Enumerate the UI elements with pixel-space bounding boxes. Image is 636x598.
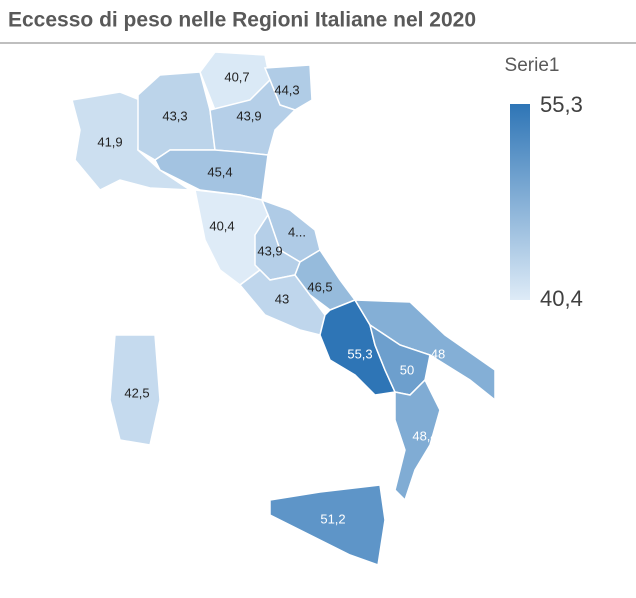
region-label: 43 xyxy=(275,291,289,306)
region xyxy=(394,378,441,502)
regions xyxy=(71,51,496,567)
region-label: 48,4 xyxy=(412,428,437,443)
legend-title: Serie1 xyxy=(505,55,560,76)
region-label: 43,9 xyxy=(257,243,282,258)
region-label: 45,4 xyxy=(207,164,232,179)
region xyxy=(269,484,386,567)
region-label: 43,3 xyxy=(162,108,187,123)
region-label: 43,9 xyxy=(236,108,261,123)
region-label: 40,7 xyxy=(224,69,249,84)
region-labels: 41,9 43,3 40,7 44,3 43,9 45,4 40,4 4... 43,9 43 46… xyxy=(97,69,445,526)
region-label: 50 xyxy=(400,362,414,377)
legend-max: 55,3 xyxy=(540,92,583,117)
region-label: 44,3 xyxy=(274,82,299,97)
region-label: 4... xyxy=(288,224,306,239)
legend-min: 40,4 xyxy=(540,286,583,311)
region xyxy=(154,149,269,201)
region-label: 55,3 xyxy=(347,346,372,361)
region-label: 40,4 xyxy=(209,218,234,233)
region xyxy=(238,269,326,336)
region xyxy=(109,334,161,446)
region-label: 48 xyxy=(431,346,445,361)
legend-gradient xyxy=(510,104,530,300)
map-title: Eccesso di peso nelle Regioni Italiane n… xyxy=(8,9,476,32)
region-label: 46,5 xyxy=(307,279,332,294)
region-label: 51,2 xyxy=(320,511,345,526)
region xyxy=(71,91,193,191)
region-label: 41,9 xyxy=(97,134,122,149)
region-label: 42,5 xyxy=(124,385,149,400)
